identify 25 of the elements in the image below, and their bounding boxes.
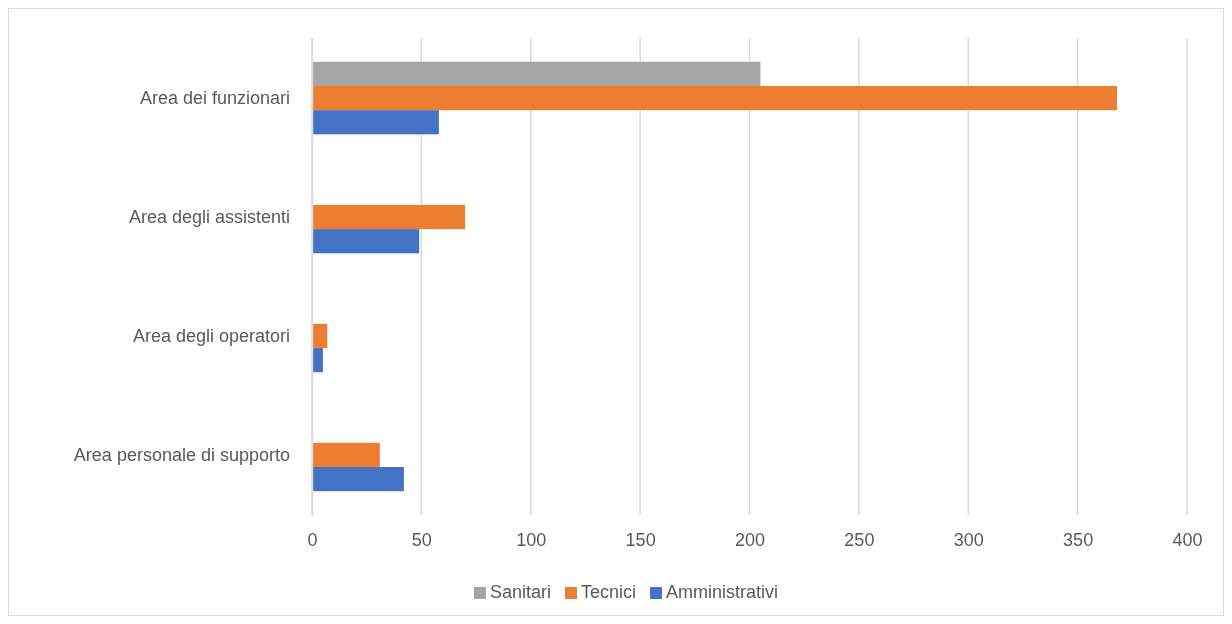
x-tick-label: 350 xyxy=(1063,529,1094,550)
legend-label: Amministrativi xyxy=(666,582,779,602)
bar xyxy=(312,110,439,135)
x-tick-label: 100 xyxy=(516,529,547,550)
bar xyxy=(312,85,1117,111)
x-tick-label: 300 xyxy=(953,529,984,550)
y-tick-label: Area degli assistenti xyxy=(128,206,290,227)
y-tick-label: Area personale di supporto xyxy=(73,444,290,465)
bar xyxy=(312,348,323,373)
x-tick-label: 250 xyxy=(844,529,875,550)
legend-label: Tecnici xyxy=(580,582,637,602)
bar xyxy=(312,229,420,254)
x-tick-label: 150 xyxy=(625,529,656,550)
x-tick-label: 200 xyxy=(734,529,766,550)
x-tick-label: 50 xyxy=(411,529,432,550)
bar xyxy=(312,323,328,349)
x-tick-label: 0 xyxy=(307,529,318,550)
x-tick-label: 400 xyxy=(1172,529,1203,550)
bar xyxy=(312,442,380,468)
y-tick-label: Area dei funzionari xyxy=(139,87,290,108)
bar xyxy=(312,204,466,230)
legend-label: Sanitari xyxy=(489,582,551,602)
y-tick-label: Area degli operatori xyxy=(132,325,290,346)
bar xyxy=(312,61,761,86)
bar xyxy=(312,467,404,492)
